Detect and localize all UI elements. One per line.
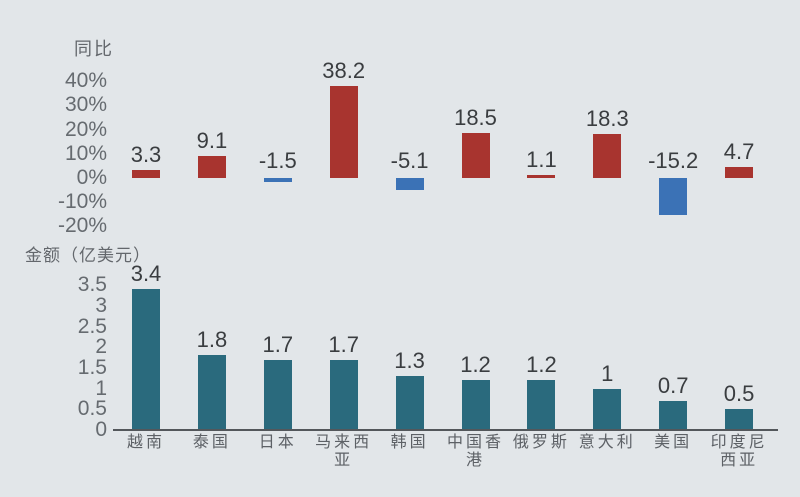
value-label: 1.2: [460, 352, 491, 378]
bar: [659, 401, 688, 430]
category-label: 越南: [126, 434, 165, 451]
y-tick-label: 30%: [64, 93, 107, 117]
y-tick-label: 2: [95, 335, 107, 359]
value-label: -1.5: [258, 148, 297, 173]
bar: [593, 133, 622, 178]
bar: [263, 178, 292, 182]
bar: [461, 380, 490, 430]
category-label: 马来西亚: [315, 434, 373, 469]
bar: [527, 380, 556, 430]
value-label: 0.7: [657, 373, 689, 399]
bar: [395, 376, 424, 430]
x-axis-line: [113, 429, 778, 431]
y-tick-label: -10%: [57, 190, 107, 214]
value-label: 1.2: [526, 352, 557, 378]
value-label: 18.5: [454, 105, 497, 131]
category-label: 美国: [654, 434, 693, 451]
bar: [132, 289, 160, 430]
bar: [725, 409, 754, 430]
y-tick-label: 0: [95, 418, 107, 441]
value-label: 1.1: [526, 147, 557, 172]
value-label: 3.3: [130, 142, 162, 167]
bar: [132, 170, 160, 178]
value-label: 38.2: [322, 57, 366, 83]
bar: [593, 388, 622, 430]
bar: [197, 355, 226, 430]
category-label: 泰国: [192, 434, 231, 451]
value-label: 18.3: [585, 105, 629, 131]
y-tick-label: 10%: [64, 141, 107, 165]
value-label: 1: [601, 360, 614, 386]
y-tick-label: 3.5: [77, 273, 107, 297]
bar: [461, 133, 490, 178]
category-label: 中国香港: [446, 434, 504, 469]
category-label: 印度尼西亚: [710, 434, 768, 469]
bar: [527, 175, 556, 178]
value-label: 1.3: [394, 348, 425, 374]
value-label: 0.5: [723, 381, 755, 407]
bar: [395, 178, 424, 191]
y-tick-label: 0%: [76, 166, 107, 189]
y-tick-label: 3: [95, 293, 107, 317]
category-label: 意大利: [578, 434, 636, 451]
bar: [329, 85, 358, 178]
top-chart-title: 同比: [74, 39, 114, 59]
value-label: 1.7: [328, 331, 359, 357]
bar: [659, 178, 688, 215]
value-label: -5.1: [390, 148, 429, 173]
value-label: 1.7: [262, 331, 294, 357]
bar: [725, 166, 754, 178]
bottom-chart-title: 金额（亿美元）: [25, 246, 151, 265]
y-tick-label: -20%: [57, 214, 107, 238]
category-label: 俄罗斯: [512, 434, 570, 451]
category-label: 日本: [258, 434, 297, 451]
value-label: -15.2: [648, 148, 699, 173]
y-tick-label: 40%: [64, 69, 107, 93]
bar: [263, 359, 292, 430]
value-label: 1.8: [196, 327, 228, 353]
category-label: 韩国: [390, 434, 429, 451]
value-label: 9.1: [196, 127, 228, 153]
bar: [329, 359, 358, 430]
value-label: 3.4: [130, 261, 162, 287]
value-label: 4.7: [723, 138, 755, 164]
y-tick-label: 1.5: [77, 355, 107, 379]
bar: [197, 155, 226, 178]
y-tick-label: 0.5: [77, 397, 107, 421]
y-tick-label: 20%: [64, 117, 107, 141]
y-tick-label: 1: [95, 376, 107, 400]
y-tick-label: 2.5: [77, 314, 107, 338]
